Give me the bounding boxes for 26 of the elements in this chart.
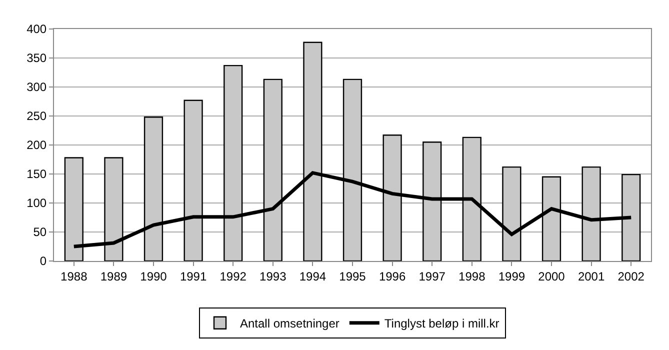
x-tick-label: 1997: [418, 269, 446, 284]
x-tick-label: 1990: [140, 269, 168, 284]
x-tick-label: 1994: [299, 269, 326, 284]
y-tick-label: 300: [26, 80, 47, 94]
x-tick-label: 1995: [339, 269, 366, 284]
y-tick-label: 400: [26, 22, 47, 36]
x-tick-label: 1991: [180, 269, 207, 284]
x-tick-label: 2000: [538, 269, 566, 284]
y-tick-label: 100: [26, 196, 47, 210]
x-tick-label: 1988: [60, 269, 88, 284]
x-tick-label: 2002: [618, 269, 645, 284]
y-tick-label: 350: [26, 51, 47, 66]
legend-label: Tinglyst beløp i mill.kr: [384, 316, 500, 331]
y-tick-label: 50: [33, 225, 47, 240]
y-tick-label: 150: [26, 167, 47, 182]
x-tick-label: 1989: [100, 269, 128, 284]
y-tick-label: 0: [40, 254, 47, 268]
legend-label: Antall omsetninger: [240, 316, 340, 331]
x-tick-label: 1996: [378, 269, 406, 284]
x-tick-label: 1992: [220, 269, 247, 284]
x-tick-label: 1998: [458, 269, 486, 284]
y-tick-label: 200: [26, 138, 47, 152]
x-tick-label: 1999: [498, 269, 526, 284]
y-tick-label: 250: [26, 109, 47, 124]
x-tick-label: 1993: [260, 269, 287, 284]
x-tick-label: 2001: [578, 269, 605, 284]
